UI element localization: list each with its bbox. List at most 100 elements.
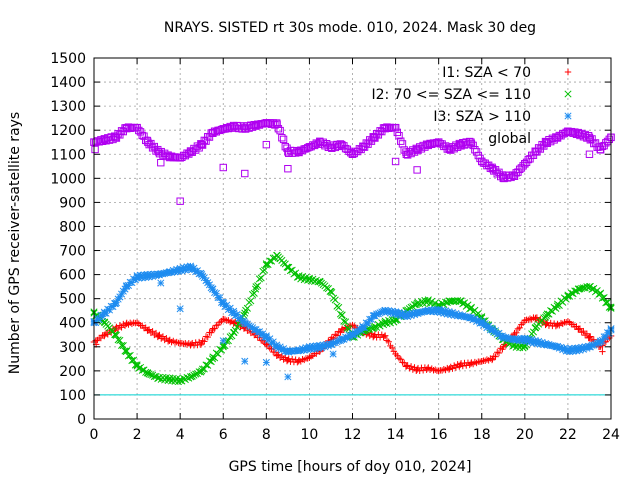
data-point-fill <box>488 356 496 364</box>
data-point-fill <box>173 338 180 346</box>
data-point-fill <box>156 331 163 339</box>
y-tick-label: 800 <box>59 219 86 235</box>
legend-label: global <box>488 131 531 147</box>
x-tick-label: 14 <box>387 427 405 443</box>
data-point-fill <box>123 347 131 355</box>
data-point-fill <box>516 324 523 332</box>
y-tick-label: 100 <box>59 388 86 404</box>
data-point-fill <box>152 329 160 337</box>
data-point-fill <box>583 330 591 337</box>
x-tick-label: 2 <box>133 427 142 443</box>
data-point-fill <box>195 368 203 376</box>
y-tick-label: 300 <box>59 340 86 356</box>
data-point-fill <box>197 341 205 348</box>
data-point-fill <box>456 363 463 370</box>
data-point-fill <box>217 346 226 354</box>
data-point-fill <box>602 299 610 307</box>
outlier-point <box>176 305 184 313</box>
legend-label: I1: SZA < 70 <box>442 65 531 81</box>
data-point-fill <box>587 333 594 340</box>
data-point-fill <box>271 349 279 356</box>
outlier-point <box>284 165 292 173</box>
x-tick-label: 4 <box>176 427 185 443</box>
x-tick-label: 8 <box>262 427 271 443</box>
data-point-fill <box>111 330 119 339</box>
data-point-fill <box>593 286 601 295</box>
data-point-fill <box>585 334 592 342</box>
data-point-fill <box>121 347 129 355</box>
y-tick-label: 1400 <box>50 75 86 91</box>
legend-marker <box>564 68 572 76</box>
legend: I1: SZA < 70 I2: 70 <= SZA <= 110 I3: SZA … <box>371 65 572 147</box>
data-point-fill <box>452 364 460 371</box>
data-point-fill <box>580 327 587 335</box>
y-tick-label: 1000 <box>50 171 86 187</box>
data-point-fill <box>261 266 269 274</box>
data-point-fill <box>118 324 125 331</box>
data-point-fill <box>603 298 612 306</box>
data-point-fill <box>116 336 124 344</box>
outlier-point <box>413 166 421 174</box>
data-point-fill <box>186 262 195 270</box>
data-point-fill <box>431 299 439 307</box>
data-point <box>413 145 421 154</box>
data-point-fill <box>397 356 404 363</box>
data-point-fill <box>401 359 408 367</box>
data-point-fill <box>124 352 133 360</box>
x-tick-label: 16 <box>430 427 448 443</box>
outlier-point <box>157 158 165 167</box>
data-point-fill <box>180 340 187 348</box>
data-point-fill <box>338 311 346 319</box>
y-tick-label: 200 <box>59 364 86 380</box>
axis-ticks: 0 2 4 6 8 10 12 14 16 18 20 22 240100200300400500600… <box>50 51 620 443</box>
data-point-fill <box>142 368 150 376</box>
data-point-fill <box>128 356 136 365</box>
data-point-fill <box>514 325 522 333</box>
data-point-fill <box>464 301 472 309</box>
data-point-fill <box>202 333 210 340</box>
y-tick-label: 1500 <box>50 51 86 67</box>
outlier-point <box>329 350 337 358</box>
outlier-point <box>176 197 184 205</box>
x-axis-label: GPS time [hours of doy 010, 2024] <box>229 459 472 475</box>
chart-title: NRAYS. SISTED rt 30s mode. 010, 2024. Ma… <box>164 20 536 36</box>
data-point-fill <box>398 140 407 148</box>
data-point-fill <box>159 333 167 340</box>
x-tick-label: 6 <box>219 427 228 443</box>
data-point-fill <box>192 370 200 378</box>
y-tick-label: 1200 <box>50 123 86 139</box>
data-point-fill <box>278 352 286 360</box>
y-tick-label: 700 <box>59 244 86 260</box>
data-point-fill <box>513 329 520 336</box>
data-point-fill <box>391 123 400 132</box>
data-point-fill <box>255 275 263 283</box>
data-point-fill <box>342 318 350 326</box>
series-3 <box>90 262 615 356</box>
outlier-point <box>585 150 594 158</box>
data-point <box>542 138 551 146</box>
data-point-fill <box>571 287 579 295</box>
data-point-fill <box>382 332 389 339</box>
data-point-fill <box>518 321 525 328</box>
x-tick-label: 18 <box>473 427 491 443</box>
data-point-fill <box>201 338 208 345</box>
y-tick-label: 600 <box>59 268 86 284</box>
data-point-fill <box>567 289 575 297</box>
x-tick-label: 10 <box>301 427 319 443</box>
data-point-fill <box>147 371 155 379</box>
outlier-point <box>241 169 249 178</box>
data-point-fill <box>473 359 480 367</box>
data-point-fill <box>292 269 300 277</box>
data-point-fill <box>247 297 255 305</box>
data-point-fill <box>605 135 613 144</box>
data-point-fill <box>224 337 232 345</box>
data-point-fill <box>243 304 251 312</box>
data-point-fill <box>492 353 499 360</box>
y-tick-label: 500 <box>59 292 86 308</box>
legend-label: I2: 70 <= SZA <= 110 <box>371 87 531 103</box>
data-point-fill <box>495 349 503 357</box>
data-point-fill <box>142 273 150 282</box>
data-point-fill <box>411 364 418 371</box>
outlier-point <box>391 157 400 166</box>
data-point-fill <box>272 119 281 127</box>
